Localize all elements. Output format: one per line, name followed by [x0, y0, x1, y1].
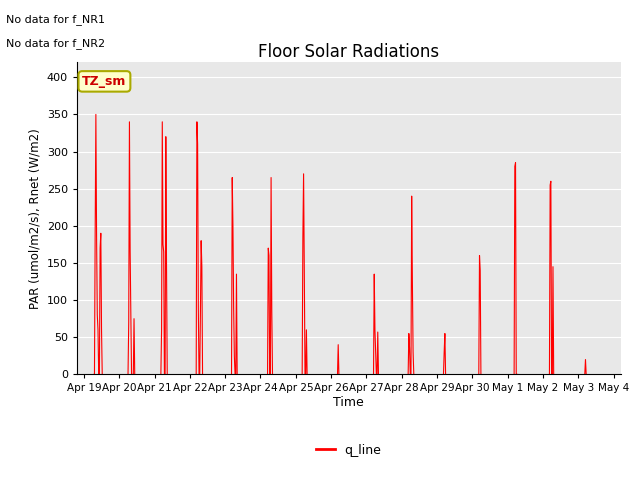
X-axis label: Time: Time — [333, 396, 364, 409]
Text: TZ_sm: TZ_sm — [82, 75, 127, 88]
Text: No data for f_NR2: No data for f_NR2 — [6, 38, 106, 49]
Legend: q_line: q_line — [311, 439, 387, 462]
Y-axis label: PAR (umol/m2/s), Rnet (W/m2): PAR (umol/m2/s), Rnet (W/m2) — [28, 128, 41, 309]
Text: No data for f_NR1: No data for f_NR1 — [6, 14, 106, 25]
Title: Floor Solar Radiations: Floor Solar Radiations — [258, 43, 440, 61]
